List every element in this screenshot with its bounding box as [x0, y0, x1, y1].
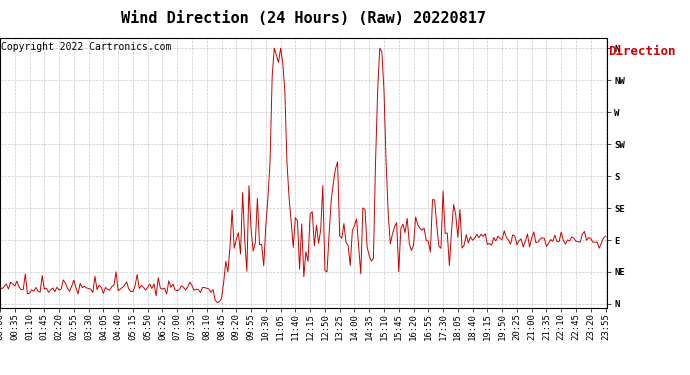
Text: Direction: Direction — [608, 45, 676, 58]
Text: Wind Direction (24 Hours) (Raw) 20220817: Wind Direction (24 Hours) (Raw) 20220817 — [121, 11, 486, 26]
Text: Copyright 2022 Cartronics.com: Copyright 2022 Cartronics.com — [1, 42, 172, 51]
